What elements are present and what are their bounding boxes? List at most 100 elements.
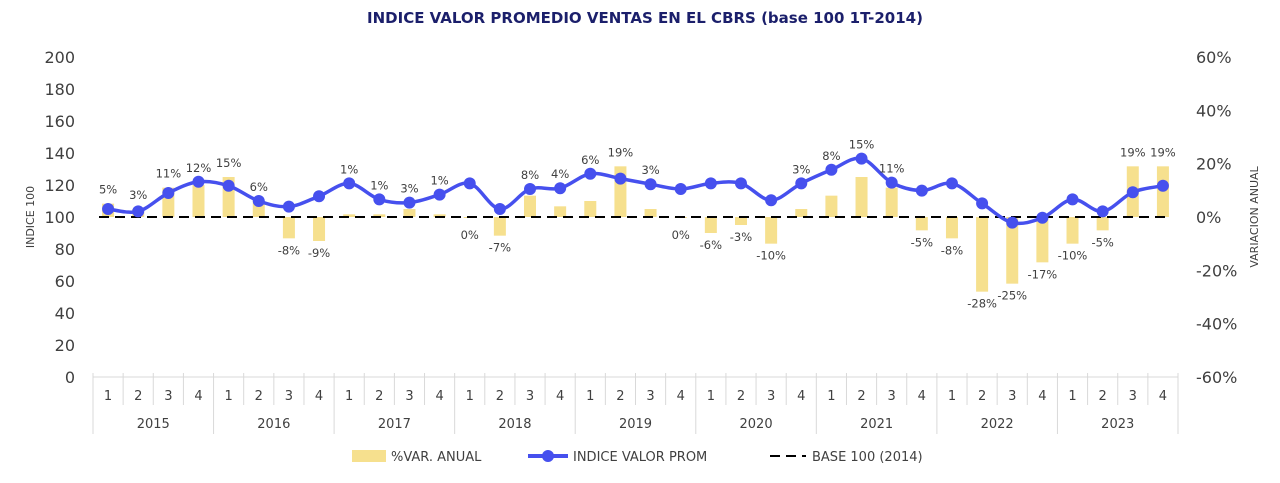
- bar: [373, 214, 386, 217]
- bar-data-label: -5%: [911, 235, 933, 249]
- bar-data-label: 1%: [430, 174, 448, 188]
- x-quarter-label: 2: [375, 389, 383, 404]
- bar-data-label: 6%: [581, 153, 599, 167]
- bar-data-label: -3%: [730, 230, 752, 244]
- indice-marker: [765, 194, 778, 207]
- indice-marker: [524, 183, 537, 195]
- bar: [765, 217, 778, 244]
- indice-marker: [614, 172, 627, 185]
- legend-swatch-marker: [542, 450, 554, 462]
- y-axis-right: -60% -40% -20% 0% 20% 40% 60%: [1196, 48, 1237, 387]
- indice-marker: [433, 188, 446, 201]
- x-year-label: 2016: [257, 417, 290, 432]
- bar: [343, 214, 356, 217]
- bar: [704, 217, 717, 233]
- x-quarter-label: 3: [526, 389, 534, 404]
- x-quarter-label: 3: [888, 389, 896, 404]
- indice-marker: [252, 195, 265, 207]
- x-quarter-label: 1: [345, 389, 353, 404]
- x-quarter-label: 1: [104, 389, 112, 404]
- x-quarter-label: 4: [556, 389, 564, 404]
- bar: [433, 214, 446, 217]
- bar: [885, 187, 898, 217]
- bar: [1066, 217, 1079, 244]
- bar-data-label: 3%: [129, 188, 147, 202]
- indice-marker: [1066, 193, 1079, 206]
- indice-marker: [855, 152, 868, 165]
- x-quarter-label: 1: [1068, 389, 1076, 404]
- indice-marker: [282, 200, 295, 213]
- indice-marker: [825, 163, 838, 176]
- x-quarter-label: 3: [767, 389, 775, 404]
- bar: [1006, 217, 1019, 284]
- bar-data-label: 12%: [186, 161, 212, 175]
- x-quarter-label: 1: [827, 389, 835, 404]
- bar: [584, 201, 597, 217]
- bar-data-label: -6%: [700, 238, 722, 252]
- x-quarter-label: 2: [1099, 389, 1107, 404]
- x-quarter-label: 1: [948, 389, 956, 404]
- bar: [855, 177, 868, 217]
- bar-data-label: 8%: [521, 168, 539, 182]
- indice-marker: [795, 177, 808, 190]
- indice-marker: [976, 197, 989, 210]
- bar: [282, 217, 295, 239]
- y-left-tick-label: 140: [44, 144, 75, 163]
- bar-data-label: -7%: [489, 241, 511, 255]
- legend-label-base: BASE 100 (2014): [812, 450, 923, 465]
- indice-marker: [132, 205, 145, 218]
- x-quarter-label: 4: [315, 389, 323, 404]
- x-axis: 1 2 3 4 1 2 3 4 1 2 3 4 1 2 3 4 1 2 3 4 1 2 3 4 1 2 3 4 1 2 3 4 1 2 3 4 2015…: [92, 373, 1179, 434]
- bar-data-label: 3%: [641, 163, 659, 177]
- bar-data-label: -8%: [278, 243, 300, 257]
- indice-marker: [403, 196, 416, 209]
- x-quarter-label: 4: [435, 389, 443, 404]
- y-right-tick-label: 60%: [1196, 48, 1232, 67]
- indice-marker: [1126, 186, 1139, 199]
- bar-data-label: 0%: [672, 228, 690, 242]
- x-quarter-label: 3: [646, 389, 654, 404]
- indice-marker: [734, 177, 747, 190]
- y-left-tick-label: 0: [65, 368, 75, 387]
- x-quarter-label: 2: [857, 389, 865, 404]
- x-quarter-label: 3: [164, 389, 172, 404]
- x-year-label: 2018: [498, 417, 531, 432]
- x-quarter-label: 2: [496, 389, 504, 404]
- bar: [403, 209, 416, 217]
- y-left-tick-label: 20: [55, 336, 75, 355]
- y-left-tick-label: 80: [55, 240, 75, 259]
- indice-marker: [463, 177, 476, 190]
- bar: [524, 195, 537, 217]
- bar-data-label: 1%: [370, 178, 388, 192]
- bar-data-label: 5%: [99, 183, 117, 197]
- x-quarter-label: 3: [1129, 389, 1137, 404]
- x-year-label: 2023: [1101, 417, 1134, 432]
- bar-data-label: -8%: [941, 243, 963, 257]
- y-left-tick-label: 40: [55, 304, 75, 323]
- bar: [915, 217, 928, 231]
- bar-data-label: -10%: [756, 249, 786, 263]
- y-right-tick-label: -60%: [1196, 368, 1237, 387]
- bar: [554, 206, 567, 217]
- bar-data-label: 11%: [879, 162, 905, 176]
- x-quarter-label: 4: [918, 389, 926, 404]
- bar-data-label: -10%: [1058, 249, 1088, 263]
- x-quarter-label: 4: [677, 389, 685, 404]
- x-quarter-label: 3: [1008, 389, 1016, 404]
- bar-data-label: 6%: [250, 180, 268, 194]
- bar: [1096, 217, 1109, 231]
- bar-data-label: 8%: [822, 149, 840, 163]
- bar-data-label: 19%: [1150, 145, 1176, 159]
- bar-data-label: -28%: [967, 297, 997, 311]
- bar-data-label: 3%: [400, 182, 418, 196]
- y-right-tick-label: 40%: [1196, 101, 1232, 120]
- x-quarter-label: 1: [707, 389, 715, 404]
- indice-marker: [1096, 205, 1109, 218]
- bar: [734, 217, 747, 225]
- y-axis-right-label: VARIACION ANUAL: [1248, 165, 1261, 267]
- y-axis-left-label: INDICE 100: [24, 186, 37, 248]
- indice-marker: [102, 203, 115, 215]
- bar-data-label: -17%: [1028, 267, 1058, 281]
- indice-line: [102, 152, 1169, 229]
